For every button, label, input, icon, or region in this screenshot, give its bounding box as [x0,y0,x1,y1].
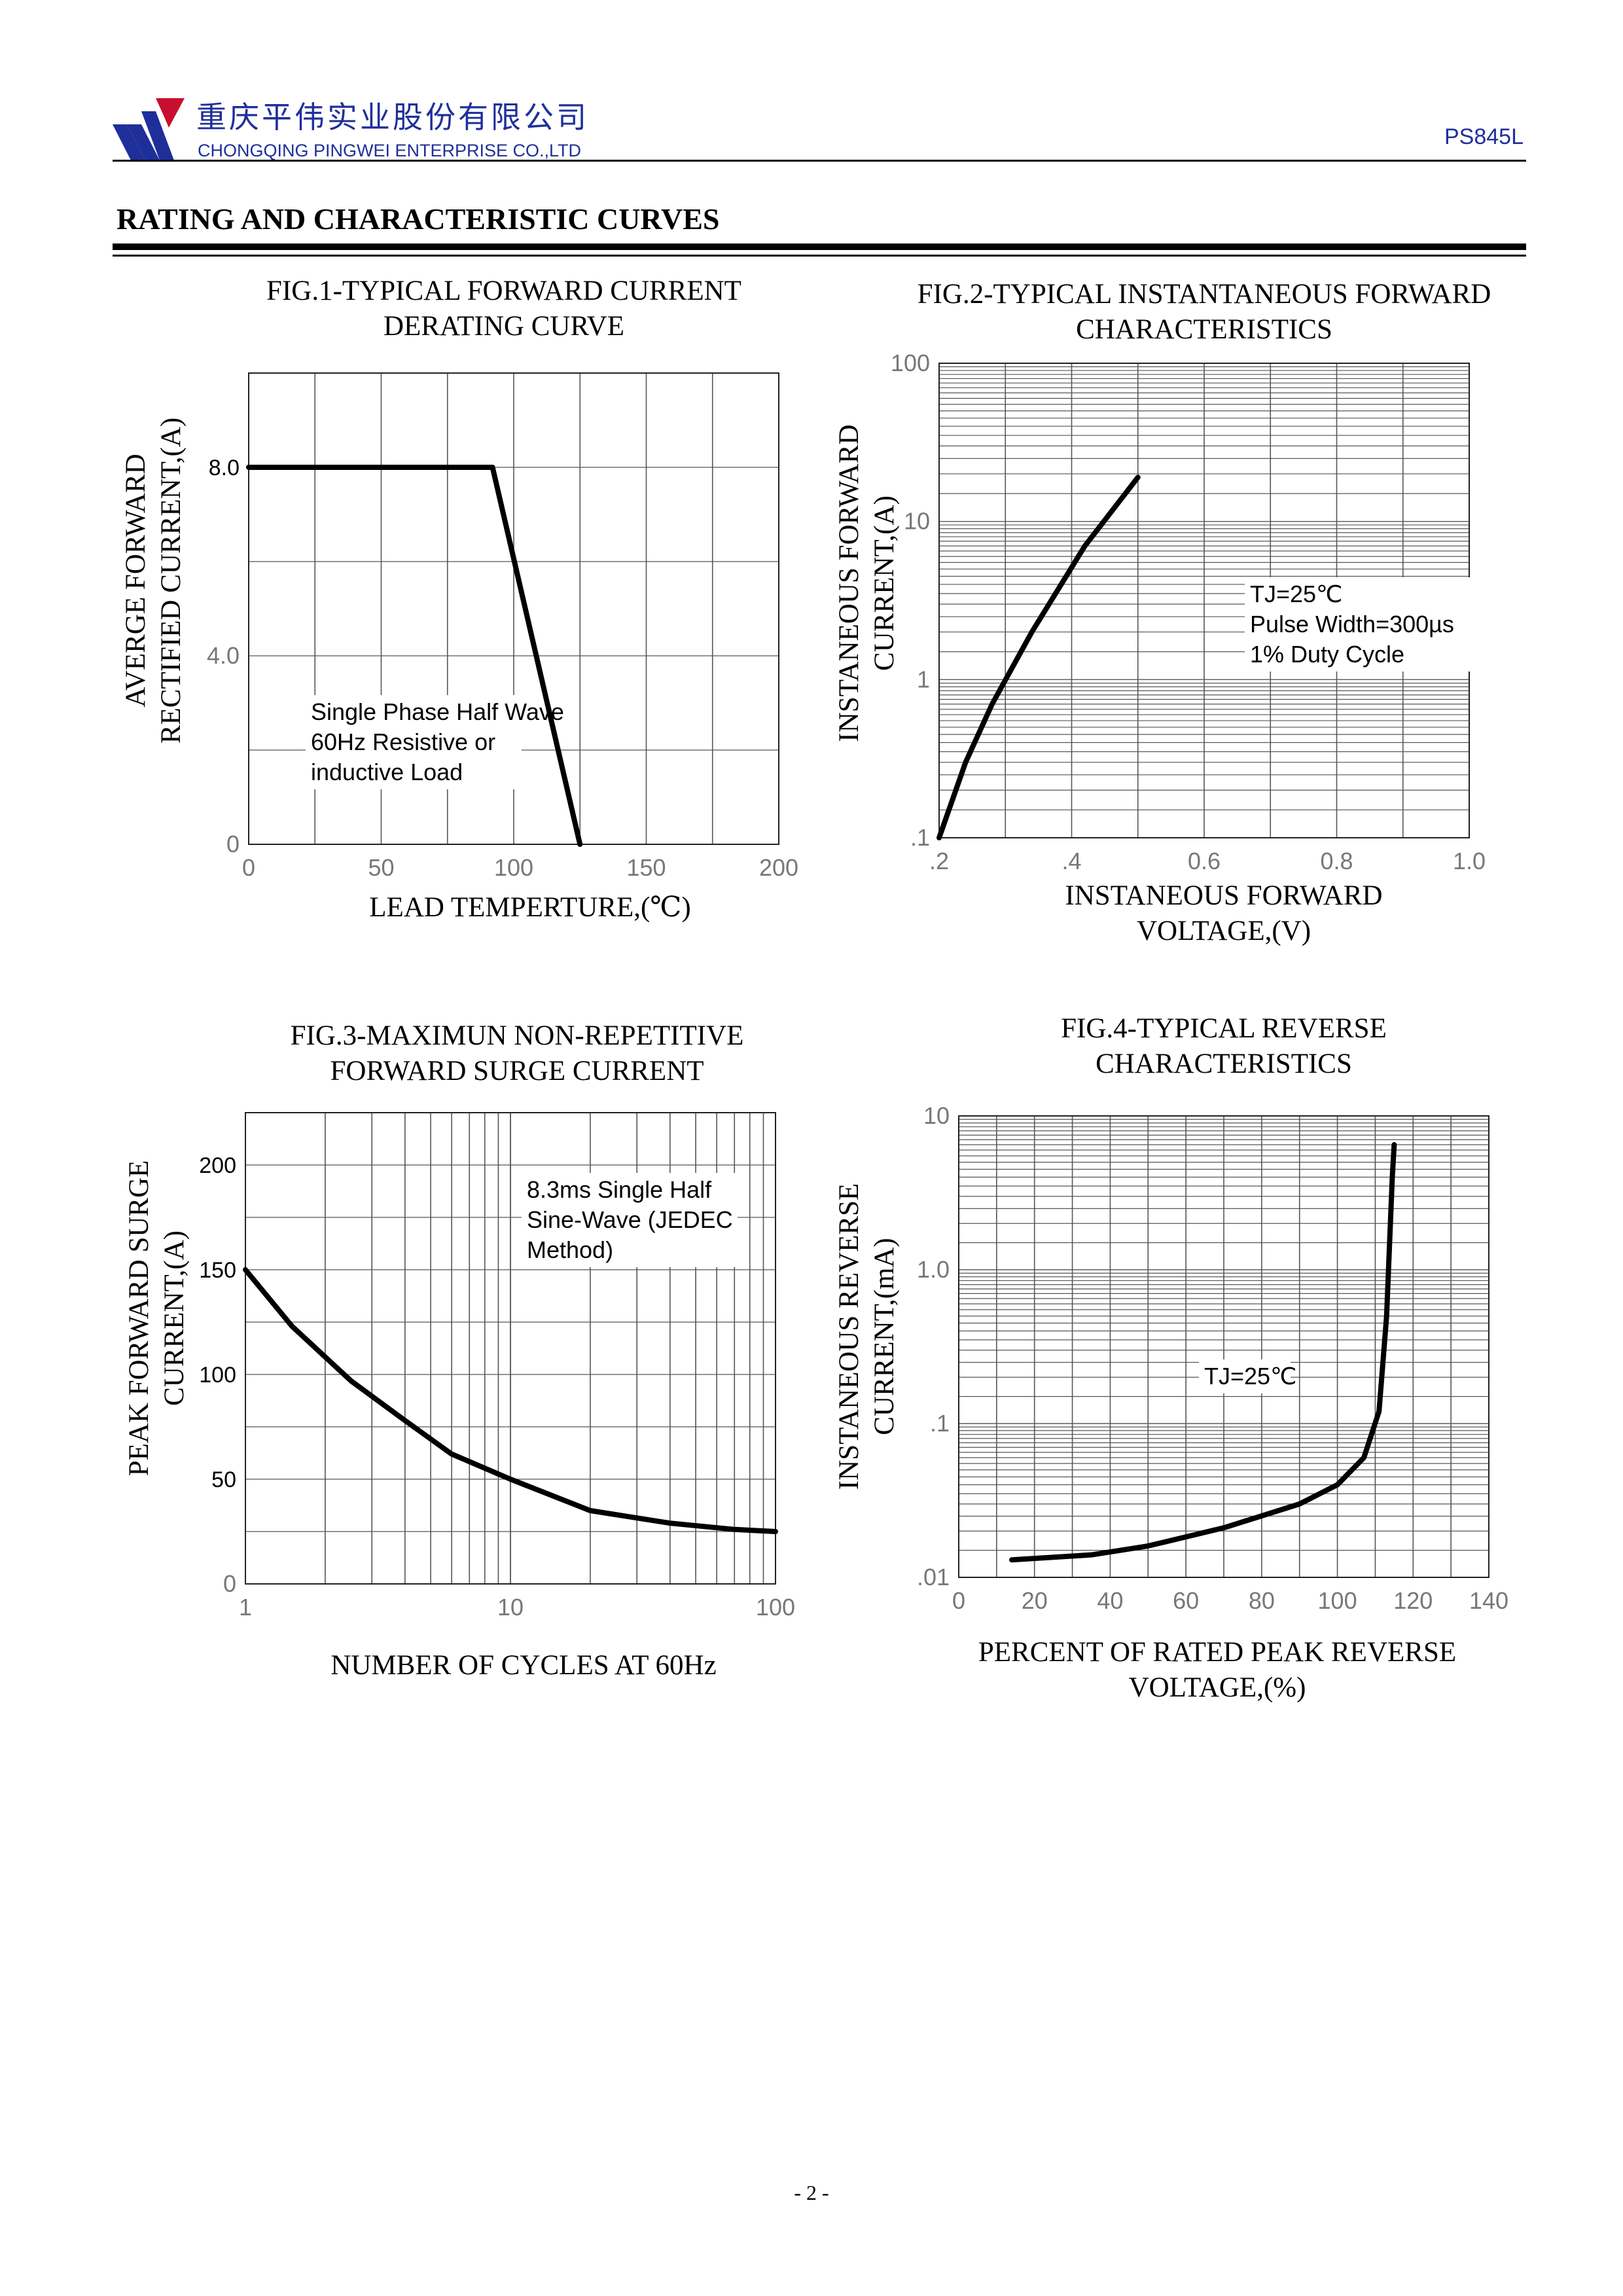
fig2-y-tick-label: .1 [910,824,930,851]
fig2-x-tick-label: 1.0 [1453,848,1486,874]
fig3-y-tick-label: 0 [223,1570,236,1597]
fig1-x-label: LEAD TEMPERTURE,(℃) [369,892,691,923]
fig2-chart: .2 .4 0.6 0.8 1.0 .1 1 10 100 TJ=25℃ Pulse Width=3… [891,350,1486,874]
fig4-x-tick-label: 40 [1097,1587,1123,1614]
fig4-x-tick-label: 80 [1249,1587,1275,1614]
fig1-y-tick-label: 4.0 [207,642,240,669]
fig2-series-line [936,475,1141,840]
fig3-y-tick-label: 150 [199,1258,236,1283]
fig1-frame [248,372,779,845]
fig2-x-tick-label: 0.6 [1188,848,1221,874]
fig2-y-tick-label: 1 [917,666,930,692]
fig2-y-tick-label: 10 [904,508,930,535]
fig3-y-tick-label: 200 [199,1153,236,1178]
company-name-cn: 重庆平伟实业股份有限公司 [196,99,589,135]
fig3-y-tick-label: 100 [199,1363,236,1388]
fig4-x-tick-label: 140 [1469,1587,1508,1614]
fig3-annotation-line: 8.3ms Single Half [527,1176,712,1203]
logo-stroke-1 [113,124,145,160]
fig4-x-tick-label: 20 [1022,1587,1048,1614]
fig1-x-tick-label: 200 [759,854,798,881]
fig4-x-tick-label: 0 [952,1587,965,1614]
fig3-annotation-line: Sine-Wave (JEDEC [527,1206,733,1233]
fig1-x-tick-label: 100 [494,854,533,881]
fig1-title: FIG.1-TYPICAL FORWARD CURRENT DERATING C… [266,276,741,342]
fig1-x-tick-label: 50 [368,854,394,881]
company-logo [113,98,185,160]
fig4-x-tick-label: 120 [1393,1587,1433,1614]
fig4-x-label: PERCENT OF RATED PEAK REVERSE VOLTAGE,(%… [978,1637,1457,1703]
fig2-annotation-line: Pulse Width=300µs [1250,611,1454,637]
fig1-series-line [246,465,583,847]
fig4-title: FIG.4-TYPICAL REVERSE CHARACTERISTICS [1061,1013,1387,1079]
fig2-y-tick-label: 100 [891,350,930,376]
fig3-annotation-bg [522,1173,738,1267]
fig3-chart: 1 10 100 0 50 100 150 200 8.3ms Single Half Sine-… [199,1112,795,1621]
fig1-y-tick-label: 8.0 [209,456,240,480]
fig1-chart: 0 50 100 150 200 0 4.0 8.0 Single Phase Half Wav… [207,372,798,881]
fig2-title: FIG.2-TYPICAL INSTANTANEOUS FORWARD CHAR… [917,279,1491,345]
fig4-annotation-bg [1199,1359,1291,1393]
fig4-y-tick-label: 10 [923,1102,950,1129]
fig4-x-tick-label: 100 [1318,1587,1357,1614]
part-number: PS845L [1444,124,1524,149]
fig4-series-line [1009,1141,1397,1563]
fig3-annotation-line: Method) [527,1236,613,1263]
header-rule [113,160,1526,162]
fig2-x-tick-label: 0.8 [1320,848,1353,874]
fig3-series-line [243,1267,778,1534]
fig4-y-tick-label: .01 [917,1564,950,1590]
fig2-x-tick-label: .2 [929,848,949,874]
page-number: - 2 - [794,2181,829,2204]
fig4-frame [958,1115,1489,1578]
section-rule-thin [113,255,1526,257]
fig2-x-label: INSTANEOUS FORWARD VOLTAGE,(V) [1065,880,1383,946]
fig4-chart: 0 20 40 60 80 100 120 140 .01 .1 1.0 10 TJ=25℃ [917,1102,1508,1614]
section-rule-thick [113,243,1526,250]
fig1-x-tick-label: 0 [242,854,255,881]
fig4-x-tick-label: 60 [1173,1587,1199,1614]
section-title: RATING AND CHARACTERISTIC CURVES [116,202,720,236]
company-name-en: CHONGQING PINGWEI ENTERPRISE CO.,LTD [198,141,582,160]
fig3-x-tick-label: 10 [497,1594,524,1621]
logo-stroke-2 [127,124,160,160]
fig1-annotation-line: 60Hz Resistive or [311,728,495,755]
logo-accent [156,98,185,128]
fig1-annotation-line: inductive Load [311,759,463,785]
fig3-x-tick-label: 100 [756,1594,795,1621]
fig3-x-label: NUMBER OF CYCLES AT 60Hz [330,1650,717,1681]
fig4-y-tick-label: 1.0 [917,1256,950,1283]
fig4-annotation-line: TJ=25℃ [1204,1363,1297,1390]
fig3-title: FIG.3-MAXIMUN NON-REPETITIVE FORWARD SUR… [290,1020,744,1086]
fig1-y-tick-label: 0 [226,831,240,857]
fig2-x-tick-label: .4 [1061,848,1081,874]
fig1-annotation-bg [306,695,522,789]
fig4-y-tick-label: .1 [930,1410,950,1437]
fig2-annotation-bg [1245,577,1480,672]
fig3-frame [245,1112,776,1585]
fig2-annotation-line: 1% Duty Cycle [1250,641,1404,668]
fig2-annotation-line: TJ=25℃ [1250,581,1343,607]
logo-stroke-3 [141,111,174,160]
fig3-y-tick-label: 50 [211,1467,236,1492]
fig1-annotation-line: Single Phase Half Wave [311,698,564,725]
fig3-x-tick-label: 1 [239,1594,252,1621]
fig1-x-tick-label: 150 [626,854,666,881]
